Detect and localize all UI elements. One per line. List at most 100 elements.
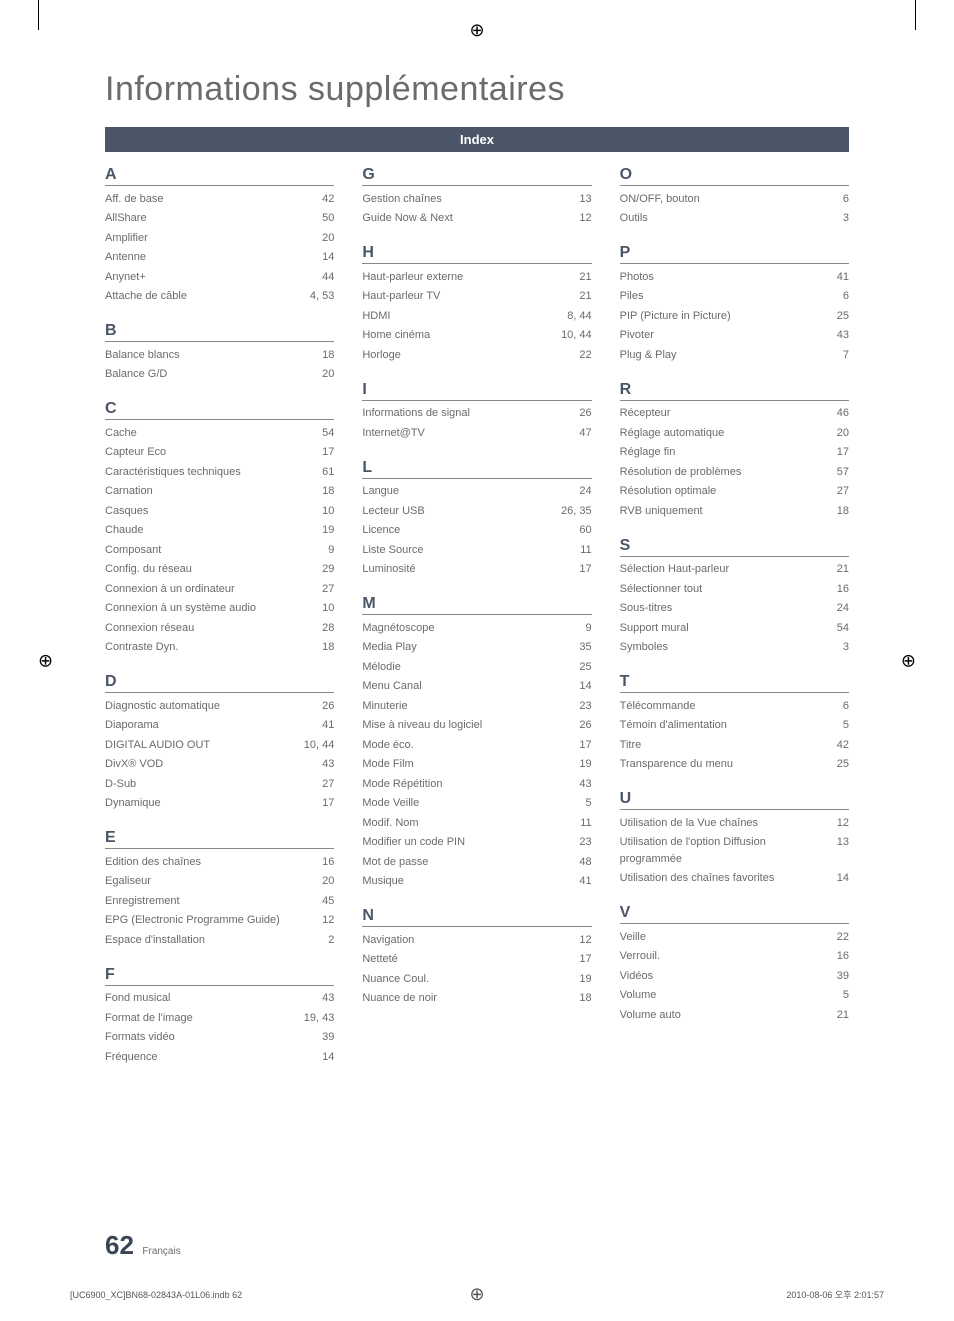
index-letter: A xyxy=(105,166,334,186)
index-letter: E xyxy=(105,829,334,849)
index-entry: Chaude19 xyxy=(105,521,334,541)
index-entry-name: Contraste Dyn. xyxy=(105,639,314,656)
index-entry-page: 39 xyxy=(314,1029,334,1046)
index-column: GGestion chaînes13Guide Now & Next12HHau… xyxy=(362,166,591,1083)
index-letter: T xyxy=(620,673,849,693)
index-entry-name: Musique xyxy=(362,873,571,890)
index-entry-name: Format de l'image xyxy=(105,1010,296,1027)
index-entry-page: 6 xyxy=(835,191,849,208)
index-header-bar: Index xyxy=(105,127,849,152)
index-entry-name: D-Sub xyxy=(105,776,314,793)
index-entry-name: Récepteur xyxy=(620,405,829,422)
index-entry: Musique41 xyxy=(362,872,591,892)
index-entry: DIGITAL AUDIO OUT10, 44 xyxy=(105,735,334,755)
index-section: EEdition des chaînes16Egaliseur20Enregis… xyxy=(105,829,334,950)
index-entry: EPG (Electronic Programme Guide)12 xyxy=(105,911,334,931)
index-entry: Licence60 xyxy=(362,521,591,541)
index-entry-page: 57 xyxy=(829,464,849,481)
index-entry-name: HDMI xyxy=(362,308,559,325)
index-entry-name: Résolution optimale xyxy=(620,483,829,500)
index-entry-page: 10, 44 xyxy=(296,737,335,754)
index-entry: Vidéos39 xyxy=(620,966,849,986)
index-entry: Attache de câble4, 53 xyxy=(105,287,334,307)
index-entry: Transparence du menu25 xyxy=(620,755,849,775)
index-entry-name: Menu Canal xyxy=(362,678,571,695)
index-entry-page: 43 xyxy=(829,327,849,344)
index-entry-name: Télécommande xyxy=(620,698,835,715)
index-entry: PIP (Picture in Picture)25 xyxy=(620,306,849,326)
index-section: GGestion chaînes13Guide Now & Next12 xyxy=(362,166,591,228)
index-entry-name: Mode éco. xyxy=(362,737,571,754)
index-section: FFond musical43Format de l'image19, 43Fo… xyxy=(105,966,334,1067)
index-entry-page: 19 xyxy=(571,756,591,773)
index-entry-page: 17 xyxy=(314,795,334,812)
index-entry-name: ON/OFF, bouton xyxy=(620,191,835,208)
index-entry-name: Gestion chaînes xyxy=(362,191,571,208)
index-letter: C xyxy=(105,400,334,420)
index-letter: P xyxy=(620,244,849,264)
index-entry: Mode éco.17 xyxy=(362,735,591,755)
index-entry-page: 25 xyxy=(571,659,591,676)
index-letter: S xyxy=(620,537,849,557)
index-entry-name: Horloge xyxy=(362,347,571,364)
index-entry-page: 4, 53 xyxy=(302,288,334,305)
index-entry-page: 20 xyxy=(314,230,334,247)
index-entry-page: 23 xyxy=(571,834,591,851)
index-entry-page: 43 xyxy=(314,756,334,773)
index-entry-page: 17 xyxy=(314,444,334,461)
index-entry-name: Vidéos xyxy=(620,968,829,985)
index-entry-name: Connexion à un système audio xyxy=(105,600,314,617)
index-entry: Anynet+44 xyxy=(105,267,334,287)
index-entry-page: 13 xyxy=(571,191,591,208)
index-entry: Volume5 xyxy=(620,986,849,1006)
index-entry: Edition des chaînes16 xyxy=(105,852,334,872)
index-entry-page: 22 xyxy=(829,929,849,946)
index-entry-page: 5 xyxy=(578,795,592,812)
index-entry-name: Chaude xyxy=(105,522,314,539)
index-entry-page: 18 xyxy=(314,347,334,364)
index-entry-name: Internet@TV xyxy=(362,425,571,442)
index-entry-name: Modif. Nom xyxy=(362,815,572,832)
index-entry-page: 2 xyxy=(320,932,334,949)
index-entry-name: Nuance Coul. xyxy=(362,971,571,988)
index-entry-name: Nuance de noir xyxy=(362,990,571,1007)
index-entry-page: 41 xyxy=(571,873,591,890)
index-entry-page: 12 xyxy=(829,815,849,832)
index-entry-name: Connexion à un ordinateur xyxy=(105,581,314,598)
index-entry-page: 12 xyxy=(571,932,591,949)
index-entry: Carnation18 xyxy=(105,482,334,502)
index-entry: Récepteur46 xyxy=(620,404,849,424)
index-entry-name: Enregistrement xyxy=(105,893,314,910)
index-entry-page: 10 xyxy=(314,600,334,617)
index-entry-page: 3 xyxy=(835,210,849,227)
index-entry-page: 61 xyxy=(314,464,334,481)
index-entry-page: 28 xyxy=(314,620,334,637)
index-entry: Réglage fin17 xyxy=(620,443,849,463)
index-entry: Support mural54 xyxy=(620,618,849,638)
index-entry-name: Utilisation de la Vue chaînes xyxy=(620,815,829,832)
index-entry-page: 26 xyxy=(571,717,591,734)
index-letter: D xyxy=(105,673,334,693)
index-entry-name: Plug & Play xyxy=(620,347,835,364)
index-entry: RVB uniquement18 xyxy=(620,501,849,521)
index-entry-name: DivX® VOD xyxy=(105,756,314,773)
index-entry: Nuance Coul.19 xyxy=(362,969,591,989)
index-entry: Espace d'installation2 xyxy=(105,930,334,950)
index-entry-name: Photos xyxy=(620,269,829,286)
index-entry: ON/OFF, bouton6 xyxy=(620,189,849,209)
index-section: IInformations de signal26Internet@TV47 xyxy=(362,381,591,443)
index-entry: Connexion réseau28 xyxy=(105,618,334,638)
page-footer: 62 Français xyxy=(105,1230,181,1261)
index-entry-page: 5 xyxy=(835,987,849,1004)
index-entry-page: 17 xyxy=(571,951,591,968)
index-entry: Horloge22 xyxy=(362,345,591,365)
index-entry: Minuterie23 xyxy=(362,696,591,716)
index-entry: Fond musical43 xyxy=(105,989,334,1009)
index-entry-page: 48 xyxy=(571,854,591,871)
index-letter: R xyxy=(620,381,849,401)
index-entry-page: 60 xyxy=(571,522,591,539)
index-entry-name: Mode Film xyxy=(362,756,571,773)
index-entry: Utilisation des chaînes favorites14 xyxy=(620,869,849,889)
index-entry: Verrouil.16 xyxy=(620,947,849,967)
index-entry: Amplifier20 xyxy=(105,228,334,248)
